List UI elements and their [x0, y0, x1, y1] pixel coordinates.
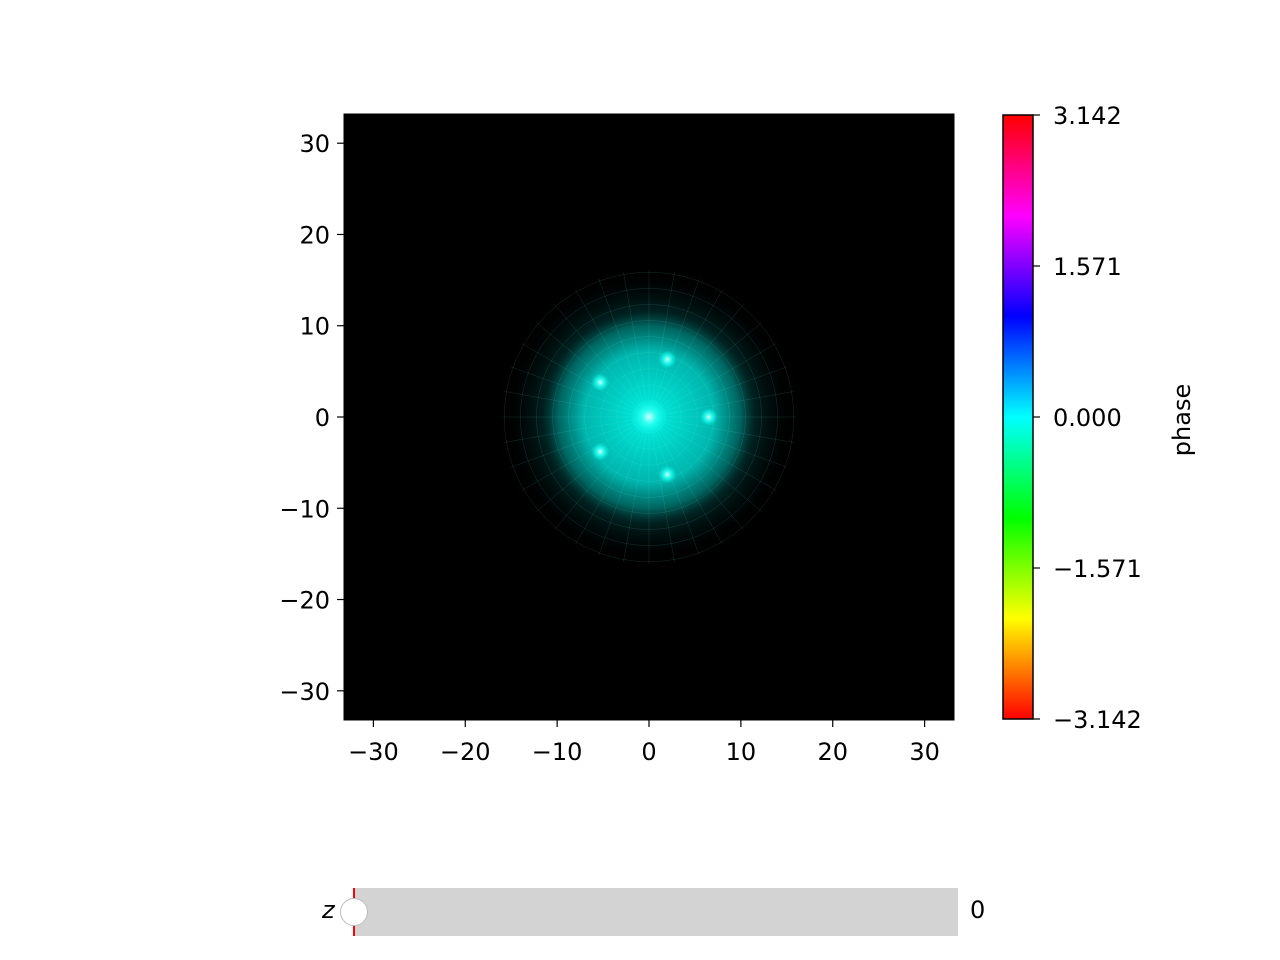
y-tick-label: 20 — [299, 221, 330, 249]
colorbar-tick-label: 0.000 — [1053, 404, 1122, 432]
y-tick-label: 0 — [315, 404, 330, 432]
slider-handle[interactable] — [340, 898, 368, 926]
colorbar-ticks: 3.142 1.571 0.000 −1.571 −3.142 — [1033, 102, 1142, 734]
colorbar-gradient — [1002, 114, 1034, 720]
bright-spot — [631, 399, 667, 435]
x-tick-label: 0 — [641, 738, 656, 766]
y-tick-label: −30 — [279, 678, 330, 706]
slider-track[interactable] — [340, 888, 958, 936]
bright-spot — [699, 408, 718, 426]
colorbar: 3.142 1.571 0.000 −1.571 −3.142 phase — [1002, 102, 1196, 734]
x-tick-label: 30 — [909, 738, 940, 766]
bright-spot — [658, 465, 677, 484]
x-tick-label: −10 — [532, 738, 583, 766]
colorbar-label: phase — [1168, 384, 1196, 456]
x-tick-label: 10 — [726, 738, 757, 766]
mesh-overlay — [502, 270, 796, 564]
colorbar-tick-label: 1.571 — [1053, 253, 1122, 281]
y-axis: −30 −20 −10 0 10 20 30 — [279, 130, 344, 706]
x-tick-label: −30 — [348, 738, 399, 766]
slider-value: 0 — [970, 896, 986, 924]
colorbar-tick-label: −3.142 — [1053, 706, 1142, 734]
slider-label: z — [322, 896, 335, 924]
bright-spot — [658, 350, 677, 369]
y-tick-label: −10 — [279, 495, 330, 523]
y-tick-label: 30 — [299, 130, 330, 158]
plot-axes: −30 −20 −10 0 10 20 30 −30 −20 −10 0 10 20 30 — [279, 113, 955, 766]
colorbar-tick-label: −1.571 — [1053, 555, 1142, 583]
x-axis: −30 −20 −10 0 10 20 30 — [348, 720, 940, 766]
plot-content — [502, 270, 796, 564]
x-tick-label: 20 — [817, 738, 848, 766]
x-tick-label: −20 — [440, 738, 491, 766]
y-tick-label: 10 — [299, 313, 330, 341]
bright-spot — [591, 373, 610, 392]
colorbar-tick-label: 3.142 — [1053, 102, 1122, 130]
y-tick-label: −20 — [279, 587, 330, 615]
bright-spot — [591, 442, 610, 461]
